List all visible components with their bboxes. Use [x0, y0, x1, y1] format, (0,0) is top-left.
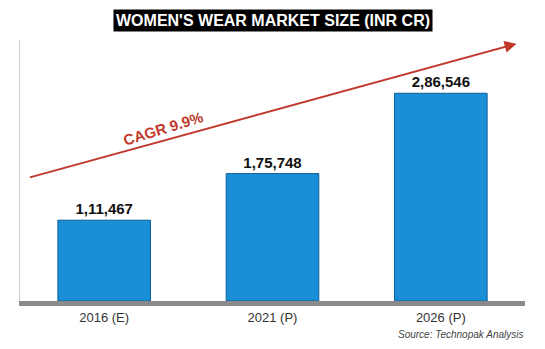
svg-text:1,11,467: 1,11,467	[75, 200, 133, 217]
svg-text:2016 (E): 2016 (E)	[79, 310, 129, 325]
svg-text:2026 (P): 2026 (P)	[416, 310, 466, 325]
svg-text:Source: Technopak Analysis: Source: Technopak Analysis	[398, 329, 523, 340]
svg-text:2021 (P): 2021 (P)	[248, 310, 298, 325]
svg-text:WOMEN'S WEAR MARKET SIZE (INR: WOMEN'S WEAR MARKET SIZE (INR CR)	[116, 12, 430, 29]
svg-text:CAGR 9.9%: CAGR 9.9%	[121, 108, 205, 148]
svg-text:2,86,546: 2,86,546	[412, 73, 470, 90]
svg-text:1,75,748: 1,75,748	[243, 154, 301, 171]
